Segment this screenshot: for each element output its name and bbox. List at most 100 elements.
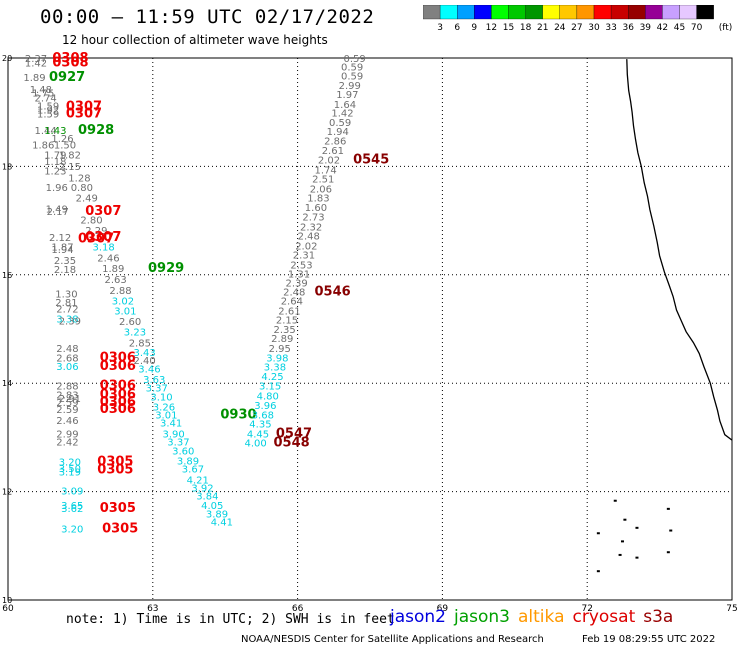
pass-time-label: 0929 [148, 261, 184, 276]
wave-height-label: 1.92 [37, 105, 59, 116]
wave-height-label: 2.99 [56, 429, 78, 440]
wave-height-label: 2.46 [97, 253, 119, 264]
pass-time-label: 0308 [52, 56, 88, 71]
wave-height-label: 2.51 [312, 175, 334, 186]
wave-height-label: 2.86 [324, 137, 346, 148]
legend-label: 45 [674, 23, 685, 33]
wave-height-label: 1.31 [288, 270, 310, 281]
wave-height-label: 3.10 [150, 393, 172, 404]
wave-height-label: 1.30 [55, 290, 77, 301]
map-frame [7, 57, 733, 601]
wave-height-label: 3.43 [134, 348, 156, 359]
wave-height-label: 2.63 [105, 275, 127, 286]
wave-height-label: 2.35 [54, 256, 76, 267]
wave-height-label: 4.00 [245, 439, 267, 450]
wave-height-label: 1.89 [102, 264, 124, 275]
wave-height-label: 1.59 [37, 110, 59, 121]
wave-height-label: 3.96 [254, 401, 276, 412]
satellite-cryosat: cryosat [572, 607, 636, 627]
wave-height-label: 1.94 [51, 245, 73, 256]
wave-height-label: 1.26 [51, 134, 73, 145]
pass-time-label: 0307 [66, 107, 102, 122]
wave-height-label: 1.48 [30, 85, 52, 96]
wave-height-label: 4.45 [247, 429, 269, 440]
wave-height-label: 3.20 [59, 458, 81, 469]
wave-height-label: 1.28 [68, 174, 90, 185]
x-tick-label: 60 [2, 604, 14, 614]
wave-height-label: 3.50 [59, 464, 81, 475]
wave-height-label: 3.89 [206, 510, 228, 521]
legend-swatch [696, 5, 714, 20]
wave-height-label: 2.83 [56, 390, 78, 401]
wave-height-label: 3.09 [61, 486, 83, 497]
pass-time-label: 0307 [85, 230, 121, 245]
wave-height-label: 3.67 [182, 465, 204, 476]
pass-time-label: 0546 [315, 284, 351, 299]
wave-height-label: 1.49 [46, 205, 68, 216]
pass-time-label: 0930 [220, 407, 256, 422]
wave-height-label: 3.02 [112, 297, 134, 308]
page-subtitle: 12 hour collection of altimeter wave hei… [62, 33, 328, 47]
wave-height-label: 0.80 [71, 183, 93, 194]
wave-height-label: 4.41 [211, 518, 233, 529]
wave-height-label: 4.25 [261, 372, 283, 383]
x-tick-label: 69 [437, 604, 449, 614]
wave-height-label: 2.64 [281, 297, 303, 308]
island [666, 507, 670, 510]
wave-height-label: 1.50 [54, 141, 76, 152]
y-tick-label: 12 [2, 488, 12, 497]
wave-height-label: 2.59 [56, 405, 78, 416]
legend-label: 27 [571, 23, 582, 33]
wave-height-label: 2.02 [295, 241, 317, 252]
wave-height-label: 2.40 [134, 356, 156, 367]
wave-height-label: 1.42 [331, 109, 353, 120]
x-tick-label: 66 [292, 604, 304, 614]
pass-time-label: 0545 [353, 153, 389, 168]
wave-height-label: 3.63 [143, 375, 165, 386]
pass-time-label: 0307 [78, 231, 114, 246]
wave-height-label: 2.74 [35, 93, 57, 104]
wave-height-label: 1.23 [44, 167, 66, 178]
wave-height-label: 4.80 [257, 392, 279, 403]
wave-height-label: 3.98 [266, 354, 288, 365]
wave-height-label: 3.38 [264, 363, 286, 374]
coastline [626, 59, 733, 441]
wave-height-label: 4.35 [249, 420, 271, 431]
wave-height-label: 2.18 [54, 265, 76, 276]
wave-height-label: 3.84 [196, 492, 218, 503]
island [635, 556, 639, 559]
pass-time-label: 0928 [78, 123, 114, 138]
wave-height-label: 3.26 [153, 402, 175, 413]
wave-height-label: 2.39 [59, 317, 81, 328]
legend-label: 3 [437, 23, 443, 33]
legend-label: 39 [640, 23, 652, 33]
wave-height-label: 2.02 [318, 156, 340, 167]
wave-height-label: 2.72 [56, 305, 78, 316]
wave-height-label: 3.01 [114, 306, 136, 317]
wave-height-label: 0.59 [341, 72, 363, 83]
pass-time-label: 0547 [276, 426, 312, 441]
wave-height-label: 2.48 [283, 287, 305, 298]
island [620, 540, 624, 543]
island [618, 553, 622, 556]
wave-height-label: 1.96 [46, 183, 68, 194]
wave-height-label: 3.01 [155, 410, 177, 421]
wave-height-label: 1.75 [32, 89, 54, 100]
wave-height-label: 3.41 [160, 419, 182, 430]
wave-height-label: 1.89 [23, 73, 45, 84]
legend-label: 24 [554, 23, 566, 33]
wave-height-label: 1.74 [315, 165, 337, 176]
wave-height-label: 2.59 [56, 398, 78, 409]
wave-height-label: 3.18 [93, 242, 115, 253]
wave-height-label: 3.15 [259, 382, 281, 393]
wave-height-label: 2.61 [278, 306, 300, 317]
wave-height-label: 2.15 [276, 316, 298, 327]
satellite-s3a: s3a [643, 607, 674, 627]
wave-height-label: 2.06 [310, 184, 332, 195]
wave-height-label: 2.99 [339, 81, 361, 92]
y-tick-label: 20 [2, 54, 12, 63]
wave-height-label: 3.38 [56, 315, 78, 326]
wave-height-label: 2.49 [76, 194, 98, 205]
legend-label: 33 [605, 23, 616, 33]
wave-height-label: 2.88 [56, 382, 78, 393]
